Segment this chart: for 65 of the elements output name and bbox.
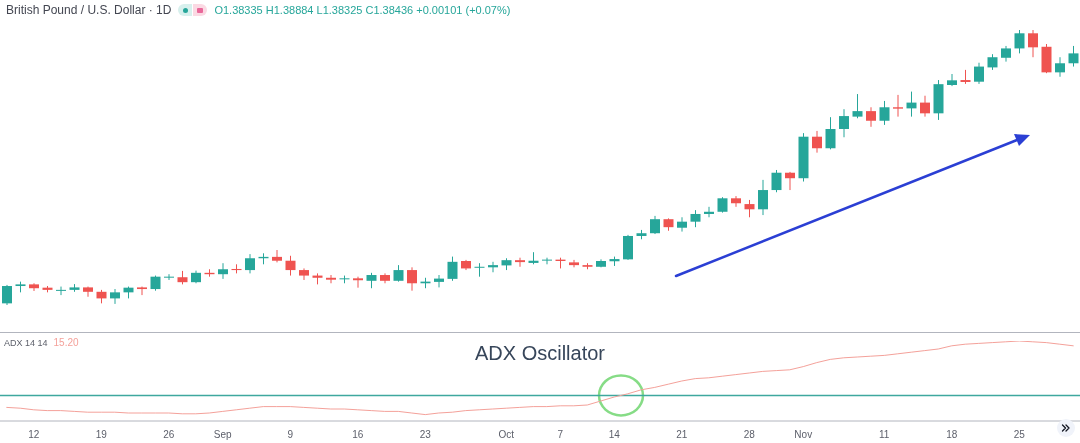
- candlestick: [852, 93, 863, 119]
- candlestick: [1014, 30, 1025, 54]
- x-tick-label: 26: [163, 429, 175, 441]
- candlestick: [29, 282, 39, 292]
- candlestick: [110, 288, 120, 305]
- x-tick-label: Oct: [498, 429, 515, 441]
- chart-title: British Pound / U.S. Dollar · 1D: [6, 3, 172, 17]
- candlestick: [974, 62, 984, 85]
- candlestick: [56, 286, 66, 296]
- text: O1.38335 H1.38884 L1.38325 C1.38436 +0.00101 (+0.07%): [214, 4, 511, 16]
- candlestick: [407, 266, 417, 292]
- candlestick: [785, 171, 795, 191]
- x-tick-label: 23: [419, 429, 432, 441]
- candlestick: [447, 256, 458, 282]
- x-tick-label: 28: [743, 429, 756, 441]
- candlestick: [812, 130, 822, 154]
- candlestick: [1055, 56, 1065, 78]
- candlestick: [474, 262, 485, 278]
- annotation: 15.20: [53, 337, 79, 348]
- x-tick-label: Nov: [794, 429, 813, 441]
- chart-title: ADX Oscillator: [474, 342, 606, 364]
- x-tick-label: 7: [557, 429, 564, 441]
- candlestick: [353, 276, 363, 289]
- candlestick: [434, 274, 444, 288]
- candlestick: [758, 179, 768, 216]
- candlestick: [731, 195, 741, 208]
- candlestick: [245, 253, 255, 274]
- candlestick: [515, 257, 525, 268]
- x-tick-label: 11: [879, 429, 890, 441]
- text: ADX 14 14: [4, 337, 48, 348]
- candlestick: [218, 262, 228, 280]
- candlestick: [272, 249, 282, 263]
- x-tick-label: 19: [95, 429, 108, 441]
- x-tick-label: 25: [1013, 429, 1026, 441]
- candlestick: [488, 261, 498, 273]
- candlestick: [839, 108, 849, 138]
- candlestick: [542, 257, 552, 265]
- candlestick: [326, 274, 336, 284]
- candlestick: [650, 215, 660, 235]
- x-tick-label: 16: [352, 429, 364, 441]
- candlestick: [825, 116, 836, 150]
- candlestick: [1028, 30, 1038, 58]
- candlestick: [299, 267, 309, 281]
- candlestick: [893, 94, 903, 118]
- candlestick: [164, 273, 174, 281]
- candlestick: [623, 234, 633, 261]
- candlestick: [569, 259, 579, 268]
- candlestick: [771, 169, 782, 193]
- x-tick-label: 14: [608, 429, 621, 441]
- x-tick-label: Sep: [213, 429, 233, 441]
- candlestick: [137, 286, 147, 296]
- candlestick: [285, 255, 296, 277]
- candlestick: [879, 100, 890, 126]
- candlestick: [2, 284, 12, 305]
- x-tick-label: 21: [676, 429, 688, 441]
- candlestick: [83, 286, 93, 298]
- x-tick-label: 12: [28, 429, 40, 441]
- candlestick: [677, 216, 687, 233]
- candlestick: [920, 95, 930, 118]
- candlestick: [1068, 45, 1079, 68]
- x-tick-label: 18: [946, 429, 958, 441]
- candlestick: [866, 106, 876, 128]
- x-tick-label: 9: [287, 429, 294, 441]
- candlestick: [947, 73, 957, 87]
- candlestick: [704, 206, 714, 218]
